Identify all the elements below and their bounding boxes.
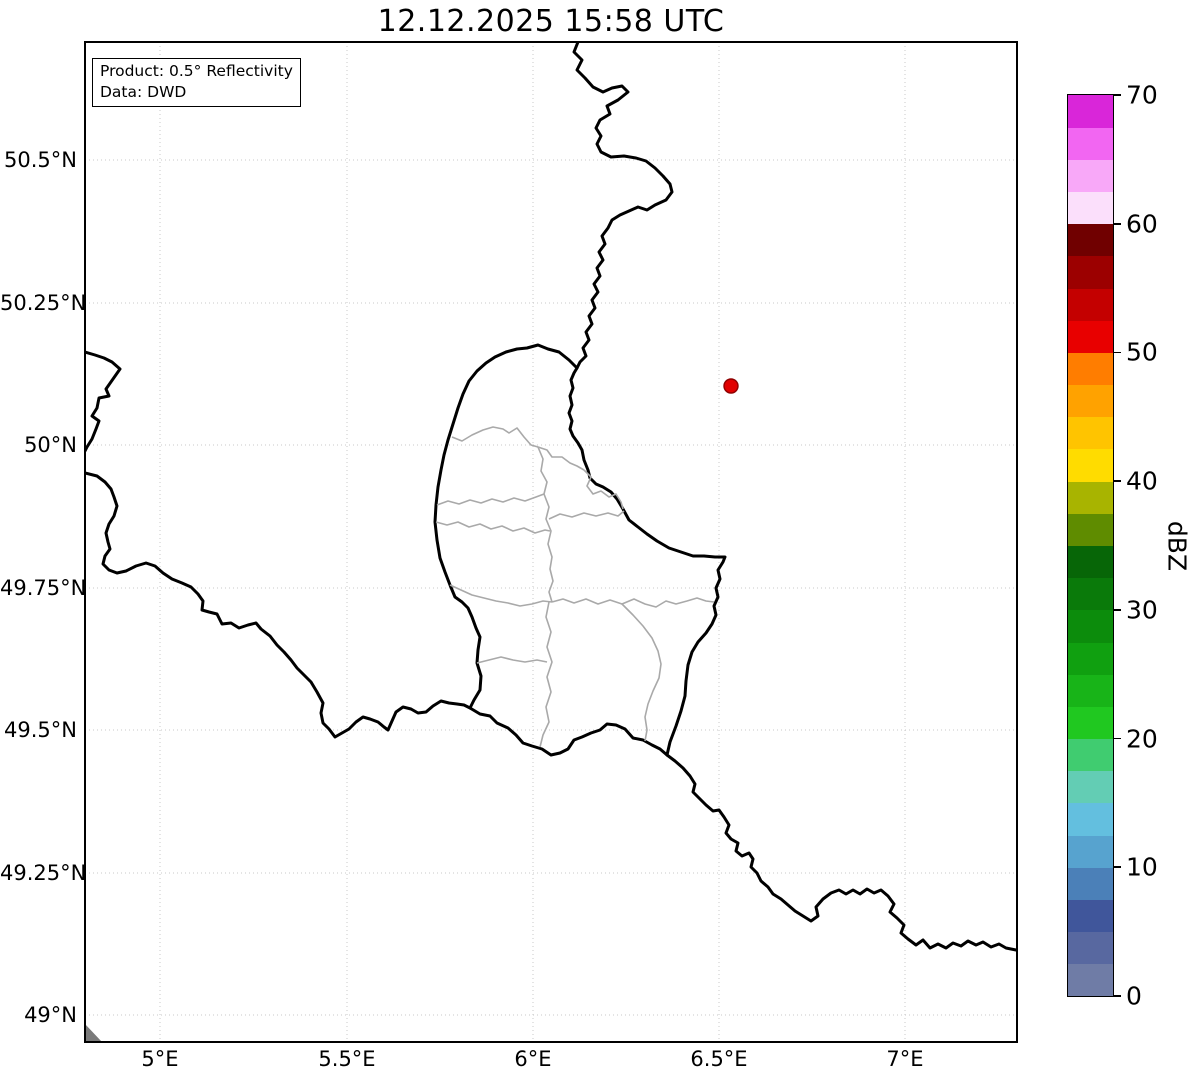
colorbar-segment <box>1068 545 1113 579</box>
region-border-path <box>436 493 545 506</box>
colorbar-tick <box>1113 995 1121 997</box>
region-border-path <box>537 446 554 603</box>
colorbar-segment <box>1068 931 1113 965</box>
colorbar-segment <box>1068 706 1113 740</box>
country-border-path <box>665 753 1017 952</box>
colorbar-segment <box>1068 416 1113 450</box>
country-border-path <box>572 42 674 370</box>
colorbar-segment <box>1068 770 1113 804</box>
colorbar-segment <box>1068 577 1113 611</box>
colorbar-segment <box>1068 642 1113 675</box>
y-tick-label: 50.5°N <box>4 148 77 172</box>
info-box-source: Data: DWD <box>100 83 187 101</box>
region-border-path <box>435 521 551 534</box>
colorbar-segment <box>1068 674 1113 707</box>
colorbar-tick <box>1113 866 1121 869</box>
colorbar-tick-label: 0 <box>1126 981 1142 1011</box>
y-tick-label: 50°N <box>24 433 77 457</box>
x-tick-label: 6°E <box>514 1047 552 1071</box>
colorbar-tick <box>1113 94 1121 96</box>
radar-site-marker <box>723 378 739 394</box>
region-border-path <box>621 603 662 742</box>
info-box-product: Product: 0.5° Reflectivity <box>100 62 293 80</box>
country-border-path <box>85 471 472 739</box>
country-border-path <box>433 343 727 757</box>
colorbar-segment <box>1068 802 1113 836</box>
colorbar-segment <box>1068 481 1113 514</box>
colorbar-frame <box>1067 94 1114 997</box>
y-tick-label: 49.75°N <box>0 576 87 600</box>
colorbar-segment <box>1068 191 1113 225</box>
colorbar-segment <box>1068 963 1113 997</box>
colorbar-segment <box>1068 899 1113 933</box>
country-borders-layer <box>85 42 1017 1042</box>
y-tick-label: 49.25°N <box>0 861 87 885</box>
colorbar-tick <box>1113 609 1121 611</box>
colorbar-tick-label: 70 <box>1126 80 1158 110</box>
region-border-path <box>583 469 624 510</box>
colorbar-tick-label: 30 <box>1126 595 1158 625</box>
plot-title: 12.12.2025 15:58 UTC <box>377 4 725 39</box>
colorbar-segment <box>1068 835 1113 868</box>
country-border-path <box>85 350 122 453</box>
region-border-path <box>548 510 625 520</box>
colorbar-segment <box>1068 738 1113 772</box>
colorbar-tick-label: 10 <box>1126 852 1158 882</box>
colorbar-segment <box>1068 255 1113 289</box>
region-border-path <box>539 601 553 748</box>
marker-layer <box>723 378 739 394</box>
region-border-path <box>449 584 553 607</box>
colorbar-tick-label: 60 <box>1126 209 1158 239</box>
region-border-path <box>551 597 715 608</box>
x-tick-label: 5°E <box>141 1047 179 1071</box>
plot-frame <box>84 41 1018 1043</box>
colorbar-tick <box>1113 737 1121 740</box>
colorbar-segment <box>1068 384 1113 418</box>
region-border-path <box>451 426 585 471</box>
grid-layer <box>85 42 1017 1042</box>
colorbar-segment <box>1068 288 1113 321</box>
x-tick-label: 7°E <box>886 1047 924 1071</box>
colorbar-unit-label: dBZ <box>1162 520 1192 571</box>
colorbar-segment <box>1068 609 1113 643</box>
colorbar-tick-label: 40 <box>1126 466 1158 496</box>
colorbar-tick <box>1113 222 1121 225</box>
colorbar-tick-label: 20 <box>1126 724 1158 754</box>
y-tick-label: 50.25°N <box>0 291 87 315</box>
colorbar-segment <box>1068 448 1113 482</box>
colorbar-segment <box>1068 127 1113 160</box>
colorbar-segment <box>1068 352 1113 386</box>
colorbar-segment <box>1068 223 1113 257</box>
y-tick-label: 49°N <box>24 1003 77 1027</box>
colorbar-segment <box>1068 320 1113 353</box>
colorbar-segment <box>1068 95 1113 128</box>
colorbar-segment <box>1068 159 1113 193</box>
colorbar-tick-label: 50 <box>1126 337 1158 367</box>
colorbar-tick <box>1113 480 1121 482</box>
coastline-corner-patch <box>85 1024 102 1042</box>
x-tick-label: 6.5°E <box>690 1047 748 1071</box>
y-tick-label: 49.5°N <box>4 718 77 742</box>
colorbar-segment <box>1068 867 1113 900</box>
info-box: Product: 0.5° Reflectivity Data: DWD <box>92 58 301 107</box>
region-border-path <box>476 656 548 664</box>
colorbar-tick <box>1113 351 1121 354</box>
x-tick-label: 5.5°E <box>318 1047 376 1071</box>
colorbar-segment <box>1068 513 1113 546</box>
